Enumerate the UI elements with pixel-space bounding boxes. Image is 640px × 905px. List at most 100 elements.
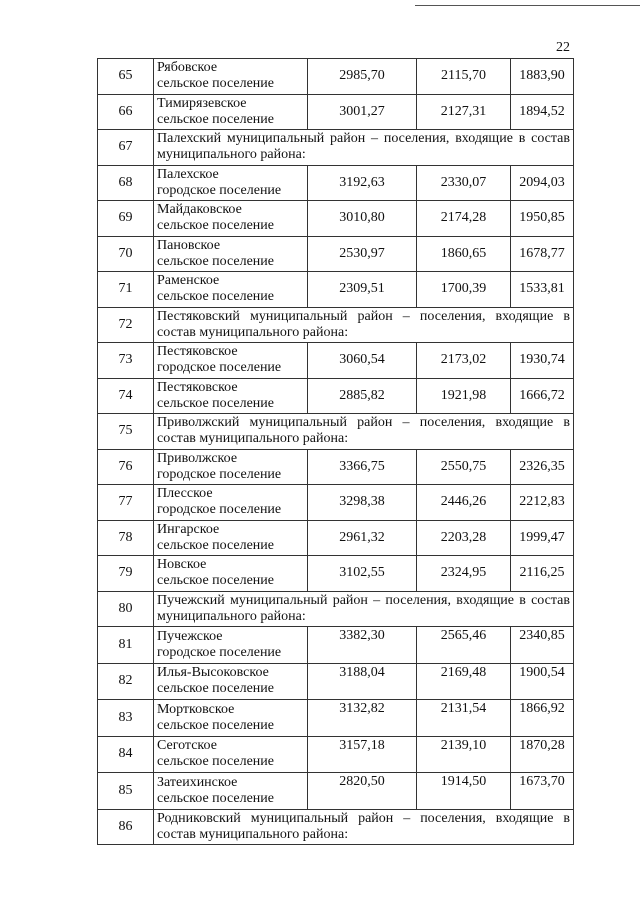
settlement-name-line: Новское [157,557,207,573]
value-cell: 3192,63 [307,164,417,201]
value-cell: 3001,27 [307,93,417,130]
settlement-name-line: Плесское [157,486,213,502]
group-row: 67 Палехский муниципальный район – поселе… [97,129,574,166]
value-cell: 2820,50 [307,772,417,810]
value-cell: 2446,26 [416,484,511,521]
value-cell: 1866,92 [510,699,574,737]
settlement-name-line: городское поселение [157,502,282,518]
value-cell: 2173,02 [416,342,511,379]
settlement-name-line: Приволжское [157,450,238,466]
settlement-name-line: городское поселение [157,466,282,482]
row-number: 77 [97,484,154,521]
value-cell: 1883,90 [510,58,574,95]
top-rule [415,5,640,6]
settlement-name-line: Палехское [157,166,219,182]
settlement-name-line: Раменское [157,273,220,289]
settlement-name-line: Пестяковское [157,379,238,395]
settlement-name-line: Майдаковское [157,202,242,218]
group-row: 86 Родниковский муниципальный район – пос… [97,808,574,845]
value-cell: 1921,98 [416,377,511,414]
row-number: 73 [97,342,154,379]
settlement-name-line: городское поселение [157,360,282,376]
table-row: 65 Рябовское сельское поселение 2985,70 2115… [97,58,574,95]
district-heading: Приволжский муниципальный район – поселе… [153,413,574,450]
row-number: 79 [97,555,154,592]
table-row: 83 Мортковское сельское поселение 3132,82 21… [97,699,574,737]
settlement-name: Сеготское сельское поселение [153,735,308,773]
value-cell: 3132,82 [307,699,417,737]
settlement-name: Затеихинское сельское поселение [153,772,308,810]
value-cell: 2961,32 [307,519,417,556]
row-number: 75 [97,413,154,450]
value-cell: 1930,74 [510,342,574,379]
settlement-name: Пучежское городское поселение [153,626,308,664]
value-cell: 3102,55 [307,555,417,592]
value-cell: 2131,54 [416,699,511,737]
row-number: 86 [97,808,154,845]
group-row: 80 Пучежский муниципальный район – поселе… [97,590,574,627]
value-cell: 2309,51 [307,271,417,308]
settlement-name: Пановское сельское поселение [153,235,308,272]
row-number: 82 [97,662,154,700]
value-cell: 3010,80 [307,200,417,237]
settlement-name-line: Рябовское [157,60,218,76]
value-cell: 1860,65 [416,235,511,272]
value-cell: 1914,50 [416,772,511,810]
value-cell: 2330,07 [416,164,511,201]
table-row: 74 Пестяковское сельское поселение 2885,82 1… [97,377,574,414]
row-number: 76 [97,448,154,485]
settlement-name-line: Мортковское [157,701,235,717]
table-row: 79 Новское сельское поселение 3102,55 2324,9… [97,555,574,592]
value-cell: 3366,75 [307,448,417,485]
settlement-name-line: Сеготское [157,738,217,754]
settlements-table: 65 Рябовское сельское поселение 2985,70 2115… [97,58,574,845]
table-row: 84 Сеготское сельское поселение 3157,18 2139… [97,735,574,773]
settlement-name-line: сельское поселение [157,573,274,589]
settlement-name: Новское сельское поселение [153,555,308,592]
district-heading: Пучежский муниципальный район – поселени… [153,590,574,627]
row-number: 74 [97,377,154,414]
value-cell: 2530,97 [307,235,417,272]
table-row: 68 Палехское городское поселение 3192,63 233… [97,164,574,201]
table-row: 66 Тимирязевское сельское поселение 3001,27… [97,93,574,130]
settlement-name: Илья-Высоковское сельское поселение [153,662,308,700]
value-cell: 1678,77 [510,235,574,272]
value-cell: 2169,48 [416,662,511,700]
value-cell: 2212,83 [510,484,574,521]
settlement-name-line: Пестяковское [157,344,238,360]
settlement-name-line: сельское поселение [157,754,274,770]
value-cell: 2116,25 [510,555,574,592]
page-number: 22 [556,40,570,55]
value-cell: 2115,70 [416,58,511,95]
row-number: 71 [97,271,154,308]
value-cell: 1950,85 [510,200,574,237]
value-cell: 3298,38 [307,484,417,521]
settlement-name-line: Ингарское [157,521,220,537]
value-cell: 2094,03 [510,164,574,201]
table-row: 69 Майдаковское сельское поселение 3010,80 2… [97,200,574,237]
settlement-name: Пестяковское городское поселение [153,342,308,379]
settlement-name-line: городское поселение [157,644,282,660]
district-heading: Палехский муниципальный район – поселени… [153,129,574,166]
value-cell: 2550,75 [416,448,511,485]
table-row: 82 Илья-Высоковское сельское поселение 3188… [97,662,574,700]
table-row: 73 Пестяковское городское поселение 3060,54… [97,342,574,379]
settlement-name: Ингарское сельское поселение [153,519,308,556]
settlement-name-line: сельское поселение [157,537,274,553]
table-row: 77 Плесское городское поселение 3298,38 2446… [97,484,574,521]
value-cell: 3188,04 [307,662,417,700]
row-number: 67 [97,129,154,166]
row-number: 85 [97,772,154,810]
row-number: 68 [97,164,154,201]
value-cell: 2203,28 [416,519,511,556]
district-heading: Пестяковский муниципальный район – посел… [153,306,574,343]
settlement-name-line: сельское поселение [157,76,274,92]
settlement-name: Мортковское сельское поселение [153,699,308,737]
settlement-name-line: Пучежское [157,628,223,644]
value-cell: 1870,28 [510,735,574,773]
settlement-name: Раменское сельское поселение [153,271,308,308]
table-row: 76 Приволжское городское поселение 3366,75 2… [97,448,574,485]
settlement-name: Рябовское сельское поселение [153,58,308,95]
value-cell: 2324,95 [416,555,511,592]
value-cell: 3382,30 [307,626,417,664]
